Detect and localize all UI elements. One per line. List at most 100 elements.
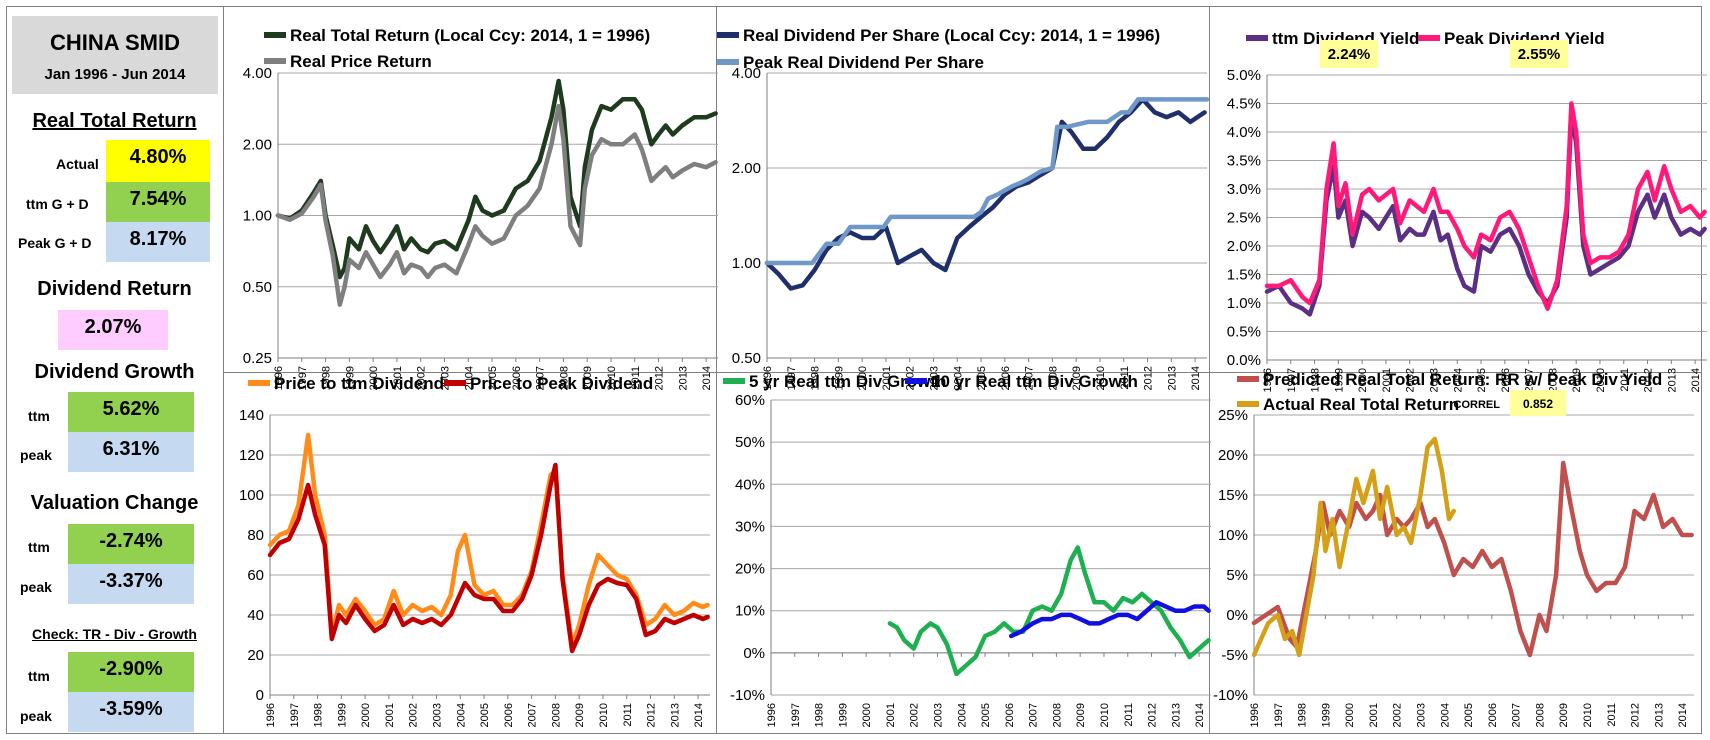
annotation-value: 0.852: [1523, 397, 1553, 411]
chart-price-to-dividend: 0 20 40 60 80 100 120 140 1996 1997 1998 1999 2000 20…: [239, 374, 710, 727]
x-tick-label: 2008: [1051, 703, 1063, 727]
y-tick-label: 40%: [735, 476, 765, 493]
x-tick-label: 2004: [455, 703, 467, 727]
y-tick-label: 0.5%: [1227, 324, 1261, 341]
x-tick-label: 2005: [1476, 368, 1488, 392]
x-tick-label: 2008: [550, 703, 562, 727]
x-tick-label: 1998: [313, 703, 325, 727]
x-tick-label: 2002: [416, 366, 428, 390]
x-tick-label: 2007: [1028, 703, 1040, 727]
x-tick-label: 2014: [701, 366, 713, 390]
x-tick-label: 2004: [1439, 703, 1451, 727]
y-tick-label: 25%: [1218, 407, 1248, 424]
y-tick-label: 120: [239, 447, 264, 464]
x-tick-label: 2002: [1392, 703, 1404, 727]
x-tick-label: 2014: [1677, 703, 1689, 727]
y-tick-label: 4.0%: [1227, 124, 1261, 141]
series-line: [1264, 101, 1707, 311]
x-tick-label: 2006: [503, 703, 515, 727]
legend-label: Actual Real Total Return: [1263, 395, 1459, 414]
x-tick-label: 2009: [582, 366, 594, 390]
rtr-label: Actual: [56, 156, 99, 172]
x-tick-label: 2004: [463, 366, 475, 390]
x-tick-label: 2010: [606, 366, 618, 390]
x-tick-label: 2007: [1024, 366, 1036, 390]
y-tick-label: 30%: [735, 518, 765, 535]
x-tick-label: 2014: [1190, 366, 1202, 390]
x-tick-label: 2005: [976, 366, 988, 390]
y-tick-label: 2.00: [732, 160, 761, 177]
y-tick-label: 0: [256, 687, 264, 704]
annotation-box: [1510, 390, 1566, 416]
x-tick-label: 1997: [1273, 703, 1285, 727]
y-tick-label: 2.0%: [1227, 238, 1261, 255]
divider: [716, 6, 717, 734]
y-tick-label: 2.00: [243, 136, 272, 153]
series-line: [1251, 436, 1457, 658]
x-tick-label: 2008: [1534, 703, 1546, 727]
x-tick-label: 2007: [535, 366, 547, 390]
x-tick-label: 2004: [952, 366, 964, 390]
div-return-value: 2.07%: [58, 310, 168, 350]
y-tick-label: 10%: [735, 603, 765, 620]
div-growth-label: ttm: [28, 408, 50, 424]
y-tick-label: 0%: [1226, 607, 1248, 624]
y-tick-label: 60: [247, 567, 264, 584]
x-tick-label: 1996: [766, 703, 778, 727]
title-box: CHINA SMID Jan 1996 - Jun 2014: [12, 16, 218, 94]
x-tick-label: 1998: [810, 366, 822, 390]
legend-label: ttm Dividend Yield: [1272, 29, 1419, 48]
y-tick-label: 5%: [1226, 567, 1248, 584]
x-tick-label: 2010: [1099, 703, 1111, 727]
check-value: -2.90%: [68, 652, 194, 692]
x-tick-label: 2001: [881, 366, 893, 390]
x-tick-label: 2012: [1643, 368, 1655, 392]
y-tick-label: 100: [239, 487, 264, 504]
x-tick-label: 1997: [297, 366, 309, 390]
chart-real-returns: 0.25 0.50 1.00 2.00 4.00 1996 1997 1998 1999 2000…: [243, 26, 718, 390]
x-tick-label: 2006: [1004, 703, 1016, 727]
legend-label: 10 yr Real ttm Div Growth: [931, 372, 1138, 391]
legend-label: Predicted Real Total Return: RR w/ Peak …: [1263, 370, 1662, 389]
x-tick-label: 1999: [344, 366, 356, 390]
rtr-value: 8.17%: [106, 222, 210, 262]
x-tick-label: 1996: [265, 703, 277, 727]
x-tick-label: 2001: [885, 703, 897, 727]
x-tick-label: 2013: [669, 703, 681, 727]
dashboard-frame: [6, 6, 1702, 734]
x-tick-label: 1998: [1310, 368, 1322, 392]
x-tick-label: 2005: [980, 703, 992, 727]
x-tick-label: 2010: [598, 703, 610, 727]
x-tick-label: 2011: [1119, 366, 1131, 390]
y-tick-label: 80: [247, 527, 264, 544]
y-tick-label: 20%: [735, 561, 765, 578]
x-tick-label: 1998: [1297, 703, 1309, 727]
y-tick-label: 60%: [735, 392, 765, 409]
div-growth-value: 5.62%: [68, 392, 194, 432]
x-tick-label: 2008: [1547, 368, 1559, 392]
x-tick-label: 1998: [814, 703, 826, 727]
y-tick-label: 0.25: [243, 350, 272, 367]
x-tick-label: 2003: [1415, 703, 1427, 727]
x-tick-label: 2014: [1690, 368, 1702, 392]
legend-label: Peak Real Dividend Per Share: [743, 53, 984, 72]
summary-sidebar: CHINA SMID Jan 1996 - Jun 2014 Real Tota…: [6, 6, 223, 734]
x-tick-label: 2007: [527, 703, 539, 727]
x-tick-label: 2000: [857, 366, 869, 390]
y-tick-label: 5.0%: [1227, 67, 1261, 84]
x-tick-label: 2011: [1619, 368, 1631, 392]
legend-label: Real Total Return (Local Ccy: 2014, 1 = …: [290, 26, 650, 45]
val-change-heading: Valuation Change: [30, 492, 199, 514]
x-tick-label: 1996: [1262, 368, 1274, 392]
x-tick-label: 1997: [790, 703, 802, 727]
legend-label: Price to ttm Dividend: [274, 374, 444, 393]
x-tick-label: 2010: [1582, 703, 1594, 727]
x-tick-label: 2002: [1405, 368, 1417, 392]
chart-dividend-growth: -10% 0% 10% 20% 30% 40% 50% 60% 1996 1997 1998 1999…: [723, 372, 1211, 727]
x-tick-label: 2009: [1075, 703, 1087, 727]
legend-label: Real Price Return: [290, 52, 432, 71]
y-tick-label: -10%: [730, 687, 765, 704]
x-tick-label: 1999: [1320, 703, 1332, 727]
series-line: [267, 462, 710, 654]
y-tick-label: 0.50: [732, 350, 761, 367]
